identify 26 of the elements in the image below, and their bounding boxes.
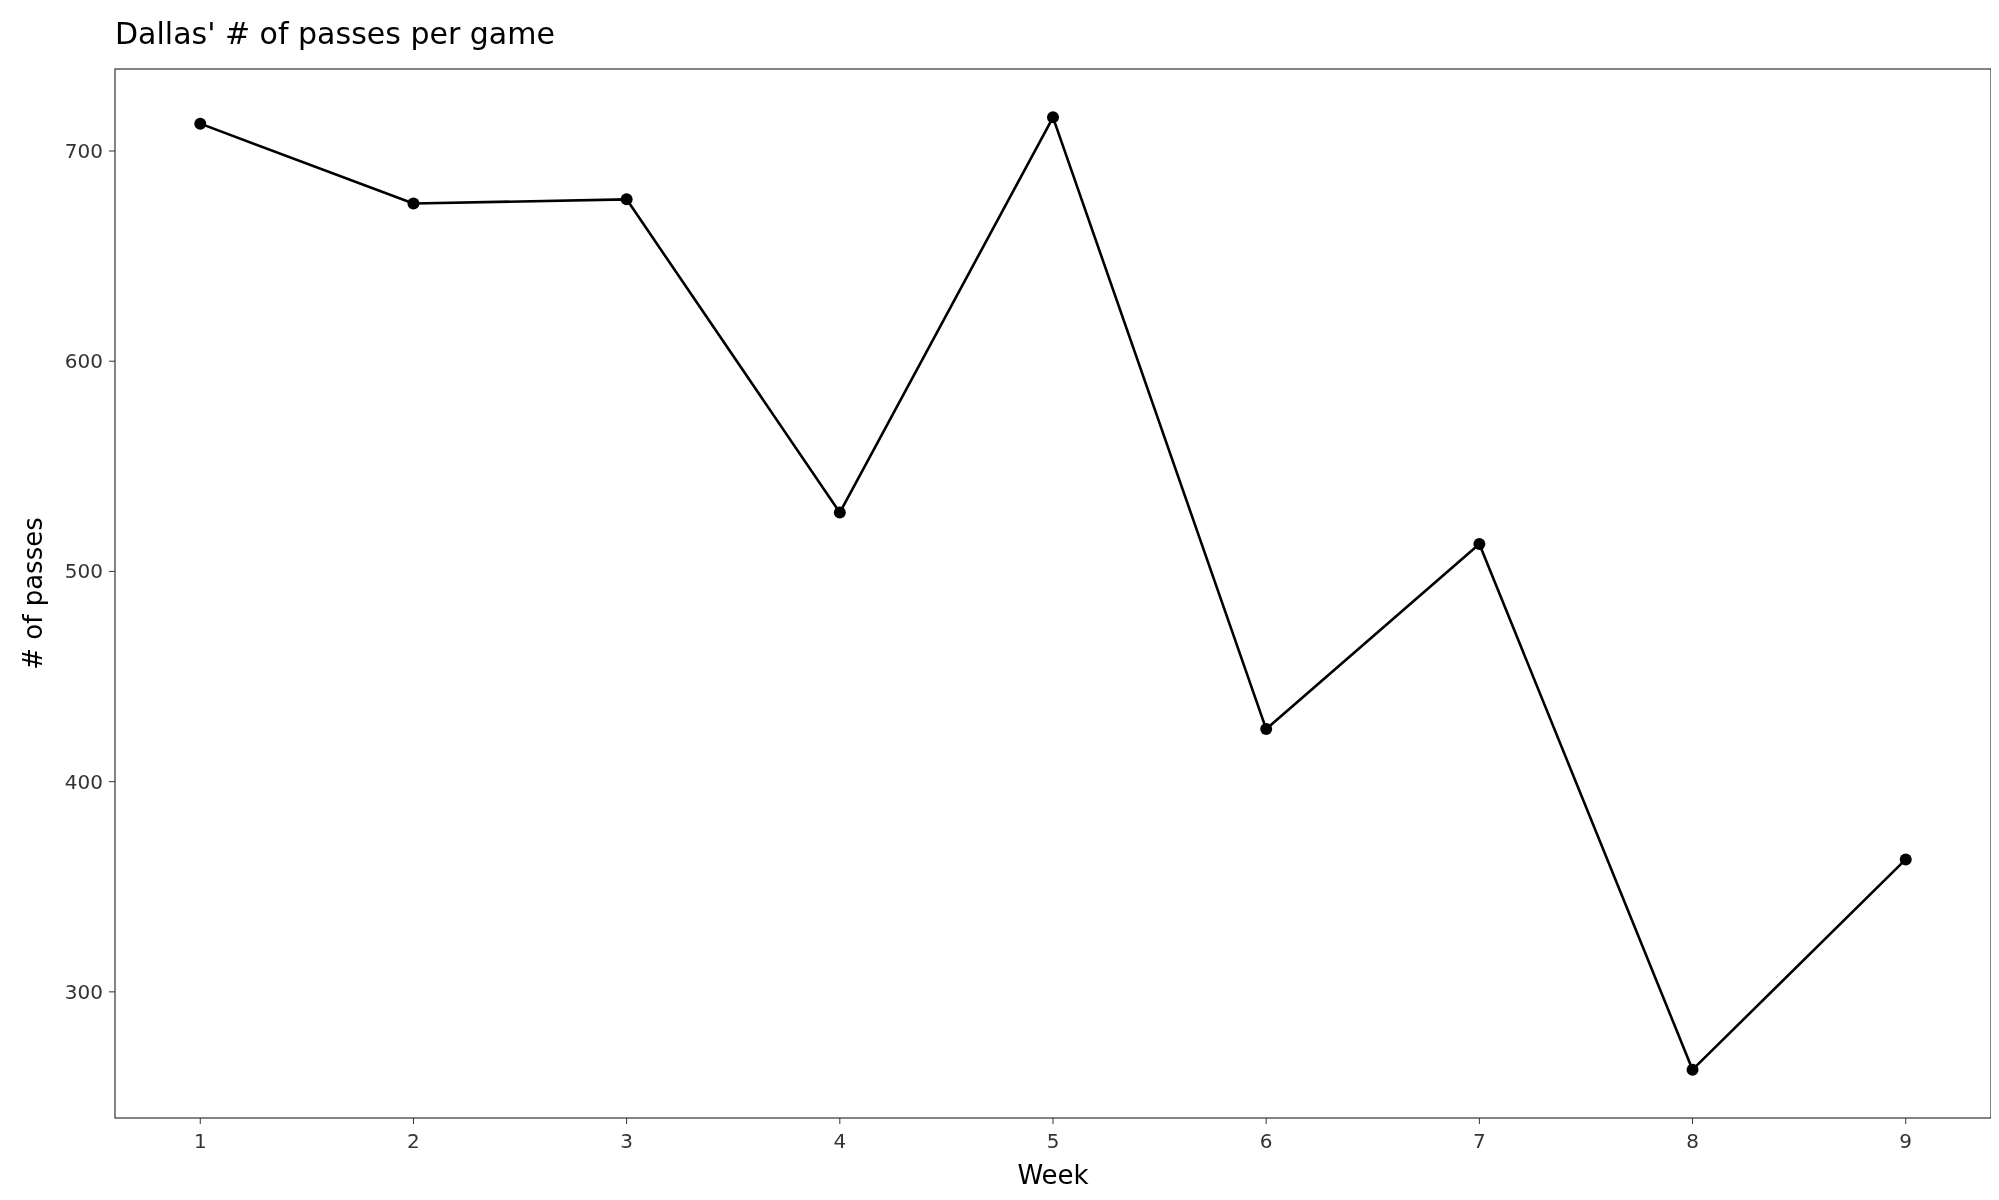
point [194,117,207,130]
point [407,197,420,210]
y-tick-label: 700 [64,138,103,163]
point [1899,853,1912,866]
x-axis-title: Week [1017,1160,1089,1190]
point [833,506,846,519]
x-tick-label: 9 [1899,1129,1913,1153]
x-tick-label: 1 [193,1129,207,1153]
y-tick-label: 300 [64,979,103,1004]
x-tick-label: 7 [1473,1129,1486,1153]
x-tick-label: 6 [1259,1129,1273,1153]
point [1686,1063,1699,1076]
point [620,193,633,206]
x-tick-label: 8 [1686,1129,1699,1153]
x-tick-label: 4 [833,1129,847,1153]
y-tick-label: 600 [64,349,103,374]
x-tick-label: 2 [407,1129,420,1153]
x-tick-label: 5 [1046,1129,1060,1153]
y-tick-label: 500 [64,559,103,584]
y-tick-label: 400 [64,769,103,794]
x-tick-label: 3 [620,1129,633,1153]
chart-title: Dallas' # of passes per game [115,16,555,51]
point [1260,723,1273,736]
point [1047,111,1059,124]
y-axis-title: # of passes [18,517,48,670]
point [1473,538,1486,551]
